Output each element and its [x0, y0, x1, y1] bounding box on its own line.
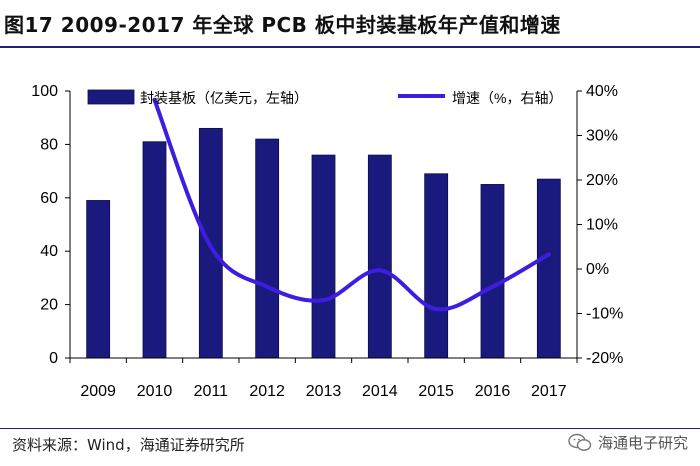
- wechat-icon: [568, 433, 592, 451]
- bar-2014: [367, 154, 392, 359]
- title-rule: [0, 46, 700, 48]
- line-series: [152, 97, 551, 312]
- growth-line: [152, 97, 551, 312]
- growth-point-2017: [546, 252, 551, 257]
- x-tick-label: 2016: [475, 383, 511, 400]
- y-right-tick-label: 30%: [586, 128, 618, 145]
- source-note: 资料来源：Wind，海通证券研究所: [12, 436, 245, 454]
- bar-2016: [480, 184, 505, 359]
- y-right-tick-label: -20%: [586, 350, 623, 367]
- bar-2012: [255, 138, 280, 359]
- y-left-tick-label: 60: [40, 190, 58, 207]
- footer-rule: [0, 428, 700, 429]
- y-left-tick-label: 40: [40, 243, 58, 260]
- growth-point-2016: [490, 284, 495, 289]
- y-right-tick-label: 40%: [586, 83, 618, 100]
- watermark: 海通电子研究: [568, 432, 688, 453]
- legend: 封装基板（亿美元，左轴） 增速（%，右轴）: [87, 89, 562, 106]
- growth-point-2013: [321, 298, 326, 303]
- x-tick-label: 2015: [418, 383, 454, 400]
- y-right-tick-label: 0%: [586, 261, 609, 278]
- y-left-tick-label: 20: [40, 297, 58, 314]
- growth-point-2015: [434, 307, 439, 312]
- x-tick-label: 2014: [362, 383, 398, 400]
- figure-header: 图17 2009-2017 年全球 PCB 板中封装基板年产值和增速: [0, 0, 700, 50]
- y-right-tick-label: 20%: [586, 172, 618, 189]
- growth-point-2014: [377, 268, 382, 273]
- y-right-tick-label: 10%: [586, 217, 618, 234]
- y-left-tick-label: 80: [40, 136, 58, 153]
- growth-point-2010: [152, 97, 157, 102]
- growth-point-2011: [208, 244, 213, 249]
- bar-2015: [424, 173, 449, 359]
- growth-point-2012: [265, 284, 270, 289]
- legend-label-line: 增速（%，右轴）: [452, 90, 562, 106]
- x-tick-label: 2012: [249, 383, 285, 400]
- x-tick-label: 2009: [80, 383, 116, 400]
- legend-label-bar: 封装基板（亿美元，左轴）: [140, 90, 308, 106]
- bar-series: [86, 127, 561, 359]
- x-tick-label: 2010: [137, 383, 173, 400]
- axes: 0 20 40 60 80 100 -20% -10% 0% 10% 20% 30% 40% 2009 20…: [31, 83, 623, 400]
- legend-swatch-bar: [87, 89, 135, 105]
- figure-title: 图17 2009-2017 年全球 PCB 板中封装基板年产值和增速: [4, 13, 561, 37]
- bar-2009: [86, 200, 111, 359]
- chart: 0 20 40 60 80 100 -20% -10% 0% 10% 20% 30% 40% 2009 20…: [31, 83, 623, 400]
- x-tick-label: 2013: [306, 383, 342, 400]
- y-left-tick-label: 100: [31, 83, 58, 100]
- y-right-tick-label: -10%: [586, 306, 623, 323]
- bar-2010: [142, 141, 167, 359]
- bar-2013: [311, 154, 336, 359]
- bar-2017: [536, 178, 561, 359]
- watermark-label: 海通电子研究: [597, 434, 688, 452]
- y-left-tick-label: 0: [49, 350, 58, 367]
- x-tick-label: 2017: [531, 383, 567, 400]
- x-tick-label: 2011: [194, 383, 229, 400]
